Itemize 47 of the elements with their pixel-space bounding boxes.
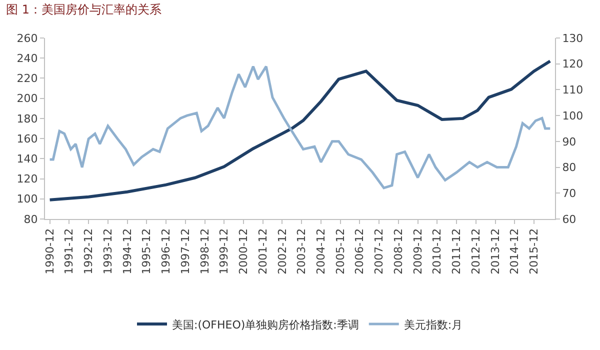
legend-label: 美元指数:月 — [404, 318, 463, 332]
y-tick-label: 140 — [16, 152, 38, 166]
x-tick-label: 2003-12 — [295, 228, 308, 274]
y-tick-label: 260 — [16, 32, 38, 45]
x-tick-label: 2004-12 — [314, 228, 328, 274]
y2-tick-label: 90 — [562, 135, 576, 148]
x-tick-label: 1994-12 — [120, 228, 134, 274]
x-tick-label: 2009-12 — [411, 228, 424, 274]
x-tick-label: 2015-12 — [528, 228, 541, 274]
y2-tick-label: 130 — [562, 32, 584, 45]
x-tick-label: 2013-12 — [488, 228, 502, 274]
y-tick-label: 200 — [16, 92, 38, 106]
y-tick-label: 160 — [16, 132, 38, 146]
x-tick-label: 1990-12 — [43, 228, 56, 274]
y2-tick-label: 120 — [562, 58, 584, 71]
x-tick-label: 1995-12 — [140, 228, 154, 274]
y2-tick-label: 110 — [562, 84, 584, 97]
x-tick-label: 1996-12 — [160, 228, 173, 274]
x-tick-label: 2005-12 — [334, 228, 347, 274]
x-tick-label: 1997-12 — [178, 228, 192, 274]
y2-tick-label: 100 — [562, 109, 584, 122]
x-tick-label: 1991-12 — [62, 228, 76, 274]
x-tick-label: 2006-12 — [353, 228, 366, 274]
y-tick-label: 240 — [16, 52, 38, 65]
x-tick-label: 2000-12 — [237, 228, 250, 274]
y-tick-label: 80 — [24, 212, 38, 226]
y2-tick-label: 70 — [562, 186, 576, 200]
chart-title: 图 1：美国房价与汇率的关系 — [6, 2, 162, 17]
x-tick-label: 1998-12 — [198, 228, 212, 274]
y-tick-label: 180 — [16, 112, 38, 126]
x-tick-label: 2010-12 — [430, 228, 444, 274]
y-tick-label: 220 — [16, 72, 38, 86]
x-tick-label: 1992-12 — [82, 228, 96, 274]
x-tick-label: 2011-12 — [450, 228, 464, 274]
legend-label: 美国:(OFHEO)单独购房价格指数:季调 — [172, 318, 359, 332]
y2-tick-label: 60 — [562, 212, 576, 226]
y2-tick-label: 80 — [562, 161, 576, 174]
x-tick-label: 2001-12 — [256, 228, 270, 274]
y-tick-label: 100 — [16, 192, 38, 206]
y-tick-label: 120 — [16, 172, 38, 186]
x-tick-label: 2002-12 — [276, 228, 289, 274]
x-tick-label: 1993-12 — [102, 228, 115, 274]
x-tick-label: 2014-12 — [508, 228, 522, 274]
x-tick-label: 2012-12 — [469, 228, 482, 274]
x-tick-label: 2008-12 — [392, 228, 406, 274]
x-tick-label: 1999-12 — [218, 228, 231, 274]
x-tick-label: 2007-12 — [372, 228, 386, 274]
